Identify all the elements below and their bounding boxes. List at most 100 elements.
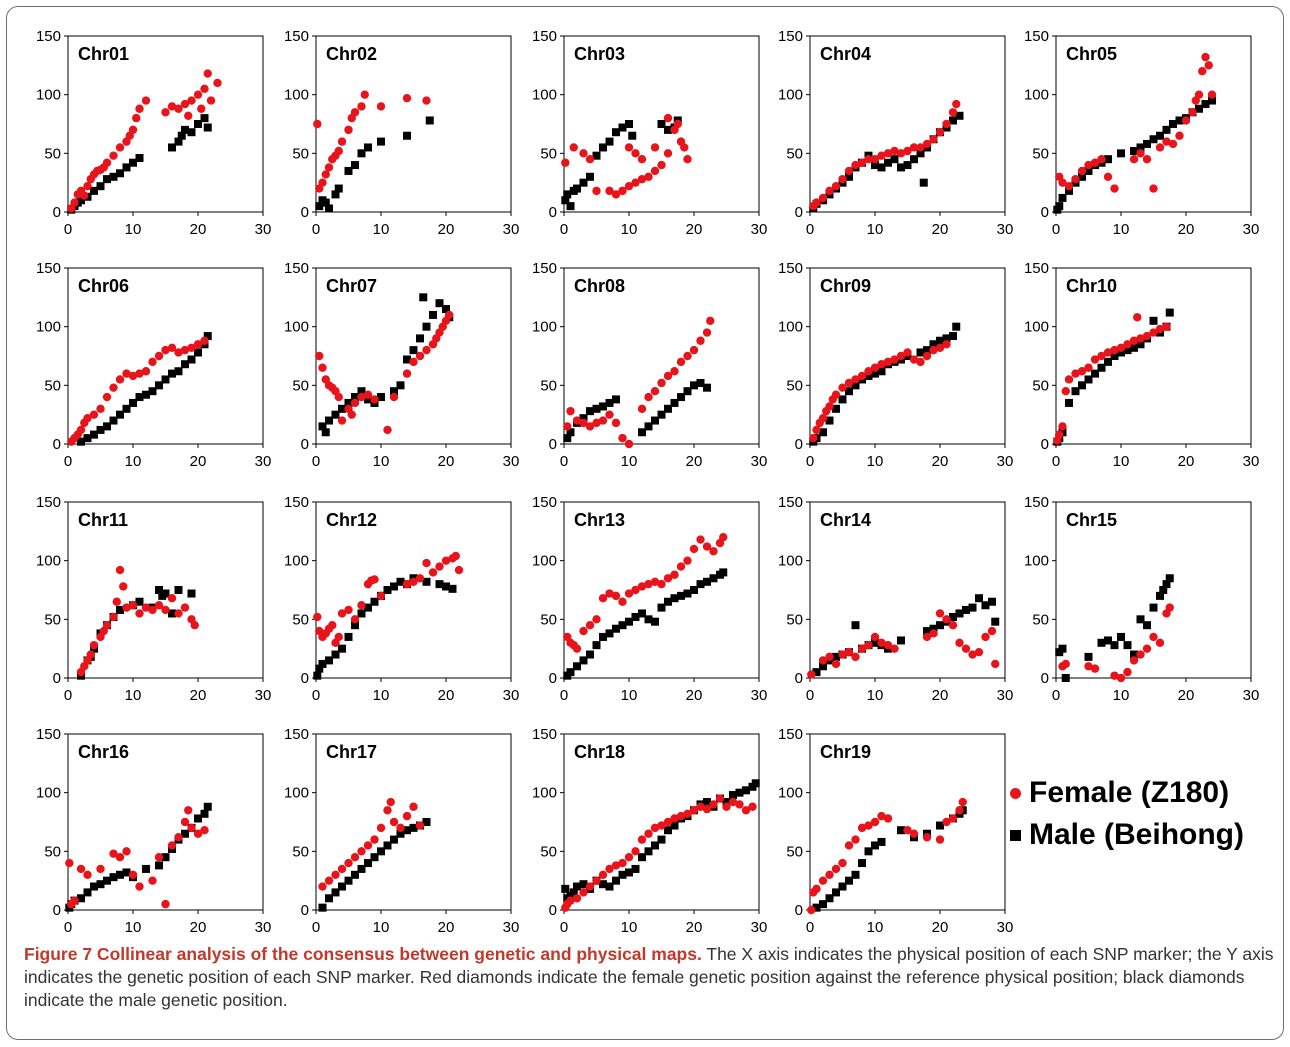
female-point	[696, 336, 705, 345]
female-point	[1116, 673, 1126, 683]
x-tick-label: 20	[686, 453, 703, 470]
female-point	[1064, 181, 1074, 191]
y-tick-label: 50	[44, 145, 61, 162]
male-point	[563, 190, 572, 199]
male-point	[383, 841, 392, 850]
male-point	[155, 586, 163, 594]
female-point	[831, 659, 841, 669]
y-tick-label: 0	[549, 902, 557, 919]
male-point	[77, 894, 85, 903]
female-point	[637, 174, 647, 184]
y-tick-label: 150	[532, 726, 557, 743]
y-tick-label: 150	[284, 494, 309, 511]
female-point	[370, 575, 379, 584]
female-point	[193, 340, 203, 349]
female-point	[331, 870, 340, 879]
female-point	[193, 90, 203, 99]
panel-title: Chr08	[574, 276, 625, 296]
female-point	[825, 186, 834, 196]
x-tick-label: 20	[932, 453, 949, 470]
female-point	[1058, 422, 1067, 431]
female-point	[857, 644, 867, 653]
female-point	[1188, 108, 1197, 117]
y-tick-label: 100	[778, 785, 803, 802]
female-point	[676, 357, 686, 367]
female-point	[1149, 184, 1158, 193]
male-point	[651, 617, 659, 626]
female-point	[1061, 387, 1070, 396]
female-point	[1084, 662, 1093, 671]
female-point	[569, 143, 578, 152]
male-point	[871, 161, 879, 170]
x-tick-label: 0	[806, 687, 814, 704]
female-point	[624, 589, 634, 598]
female-point	[631, 585, 640, 595]
female-point	[83, 413, 92, 423]
male-point	[168, 143, 176, 152]
female-point	[1165, 603, 1174, 612]
female-point	[605, 589, 614, 598]
female-point	[334, 392, 343, 402]
female-point	[1149, 328, 1158, 337]
female-point	[631, 178, 640, 187]
female-point	[128, 371, 138, 381]
male-point	[936, 621, 944, 630]
male-point	[1117, 632, 1125, 641]
female-point	[896, 149, 906, 158]
male-point	[351, 161, 359, 170]
y-tick-label: 100	[284, 553, 309, 570]
male-point	[1165, 308, 1174, 317]
chart-panel-chr02: 0 50 100 150 0 10 20 30 Chr02	[284, 28, 519, 238]
female-point	[451, 551, 460, 561]
male-point	[422, 577, 431, 586]
female-point	[851, 160, 860, 170]
female-point	[735, 800, 744, 809]
x-tick-label: 0	[64, 687, 72, 704]
female-point	[961, 644, 971, 653]
male-point	[1149, 316, 1158, 325]
female-point	[1194, 90, 1204, 99]
female-point	[1142, 644, 1152, 653]
female-point	[102, 158, 112, 167]
male-point	[357, 864, 366, 873]
male-point	[664, 597, 672, 606]
male-point	[631, 864, 640, 873]
y-tick-label: 100	[778, 319, 803, 336]
y-tick-label: 50	[786, 843, 803, 860]
male-point	[109, 172, 118, 181]
male-point	[174, 367, 183, 376]
female-point	[122, 369, 131, 378]
female-point	[337, 864, 347, 874]
x-tick-label: 20	[438, 221, 455, 238]
x-tick-label: 20	[1178, 453, 1195, 470]
female-point	[706, 316, 715, 325]
caption-text: The X axis indicates the physical positi…	[24, 944, 1274, 1010]
male-point	[677, 591, 685, 600]
female-point	[203, 69, 212, 78]
male-point	[586, 407, 594, 416]
female-point	[190, 621, 199, 630]
female-point	[376, 102, 386, 111]
chart-panel-chr10: 0 50 100 150 0 10 20 30 Chr10	[1024, 260, 1259, 470]
female-point	[922, 632, 932, 642]
female-point	[174, 833, 183, 842]
male-point	[315, 202, 324, 211]
female-point	[180, 345, 190, 355]
male-point	[396, 829, 405, 838]
y-tick-label: 0	[1041, 436, 1049, 453]
male-point	[586, 172, 594, 181]
male-point	[203, 123, 212, 132]
x-tick-label: 10	[867, 221, 884, 238]
chart-panel-chr06: 0 50 100 150 0 10 20 30 Chr06	[36, 260, 271, 470]
female-point	[870, 632, 880, 642]
female-point	[184, 806, 193, 815]
male-point	[103, 876, 111, 885]
male-point	[605, 137, 614, 146]
male-point	[845, 387, 853, 396]
y-tick-label: 50	[1032, 611, 1049, 628]
male-point	[174, 586, 183, 594]
male-point	[664, 826, 672, 835]
male-point	[161, 589, 170, 598]
female-point	[637, 404, 647, 413]
